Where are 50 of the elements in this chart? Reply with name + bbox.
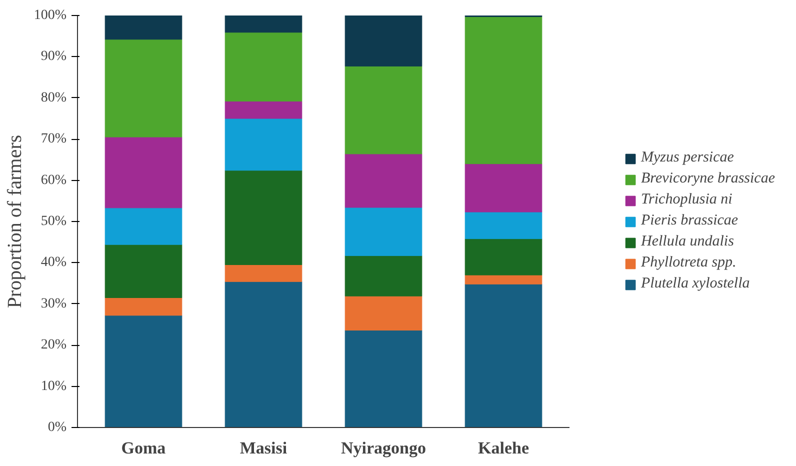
bar xyxy=(224,281,302,428)
bar xyxy=(464,238,542,276)
y-tick-label: 100% xyxy=(34,8,67,23)
y-tick-label: 50% xyxy=(40,214,67,229)
y-tick-label: 90% xyxy=(40,49,67,64)
legend-label: Hellula undalis xyxy=(641,234,734,250)
bar xyxy=(344,296,422,331)
bar xyxy=(104,208,182,245)
bar xyxy=(224,16,302,33)
bar xyxy=(344,16,422,66)
y-tick-label: 80% xyxy=(40,90,67,106)
x-tick-label: Kalehe xyxy=(478,438,530,458)
bar xyxy=(344,66,422,154)
y-tick-label: 60% xyxy=(40,172,67,188)
y-tick-label: 30% xyxy=(40,296,67,312)
legend-label: Phyllotreta spp. xyxy=(641,254,736,272)
bar xyxy=(344,154,422,208)
bar xyxy=(344,207,422,256)
legend-label: Pieris brassicae xyxy=(641,212,738,230)
bar xyxy=(344,330,422,428)
legend-label: Myzus persicae xyxy=(641,150,734,166)
bar xyxy=(224,170,302,266)
legend-label: Plutella xylostella xyxy=(641,276,750,292)
bar xyxy=(464,274,542,284)
bar xyxy=(464,16,542,164)
x-tick-label: Masisi xyxy=(240,438,288,458)
bar xyxy=(464,164,542,212)
y-tick-label: 0% xyxy=(48,420,67,435)
bar xyxy=(104,39,182,138)
x-tick-label: Nyiragongo xyxy=(341,438,426,458)
bar xyxy=(464,284,542,428)
bar xyxy=(104,244,182,298)
y-tick-label: 40% xyxy=(40,255,67,270)
legend-label: Brevicoryne brassicae xyxy=(641,170,775,188)
y-tick-label: 20% xyxy=(40,338,67,353)
bar xyxy=(104,16,182,40)
legend-label: Trichoplusia ni xyxy=(641,192,732,208)
bar xyxy=(224,32,302,102)
y-tick-label: 70% xyxy=(40,132,67,147)
bar xyxy=(224,100,302,119)
y-tick-label: 10% xyxy=(40,378,67,394)
bar xyxy=(104,136,182,208)
x-tick-label: Goma xyxy=(121,438,166,458)
bar xyxy=(104,297,182,316)
bar xyxy=(104,315,182,428)
y-axis-title: Proportion of farmers xyxy=(4,134,26,308)
bar xyxy=(224,118,302,171)
bar xyxy=(344,255,422,296)
bar xyxy=(464,212,542,240)
bar xyxy=(224,264,302,282)
